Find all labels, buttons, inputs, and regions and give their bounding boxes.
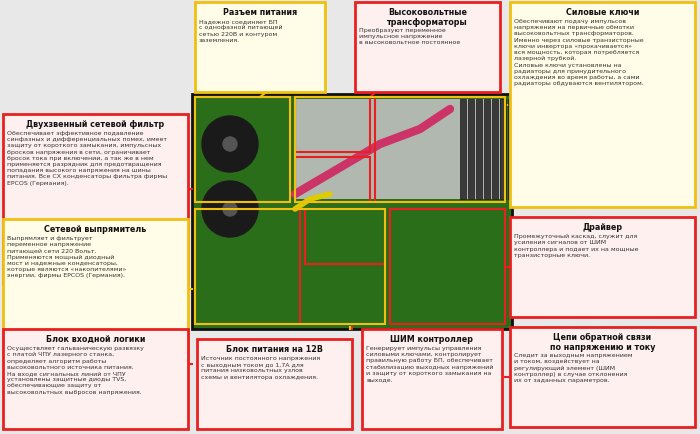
Circle shape <box>202 181 258 237</box>
Bar <box>195 3 325 93</box>
Bar <box>390 210 505 324</box>
Text: Генерирует импульсы управления
силовыми ключами, контролирует
правильную работу : Генерирует импульсы управления силовыми … <box>366 345 494 381</box>
Bar <box>192 95 512 329</box>
Text: Высоковольтные
трансформаторы: Высоковольтные трансформаторы <box>387 8 468 27</box>
Text: Преобразуют переменное
импульсное напряжение
в высоковольтное постоянное: Преобразуют переменное импульсное напряж… <box>359 28 461 45</box>
Bar <box>510 327 695 427</box>
Bar <box>476 100 482 200</box>
Bar <box>295 98 370 153</box>
Text: Следит за выходным напряжением
и током, воздействует на
регулирующий элемент (ШИ: Следит за выходным напряжением и током, … <box>514 352 633 382</box>
Text: Разъем питания: Разъем питания <box>223 8 297 17</box>
Bar <box>492 100 498 200</box>
Text: Обеспечивают подачу импульсов
напряжения на первичные обмотки
высоковольтных тра: Обеспечивают подачу импульсов напряжения… <box>514 19 644 86</box>
Bar <box>510 3 695 207</box>
Bar <box>508 100 514 200</box>
Text: Осуществляет гальваническую развязку
с платой ЧПУ лазерного станка,
определяет а: Осуществляет гальваническую развязку с п… <box>7 345 144 394</box>
Text: Сетевой выпрямитель: Сетевой выпрямитель <box>44 224 146 233</box>
Bar <box>197 339 352 429</box>
Text: Выпрямляет и фильтрует
переменное напряжение
питающей сети 220 Вольт.
Применяютс: Выпрямляет и фильтрует переменное напряж… <box>7 236 126 278</box>
Bar <box>375 98 505 203</box>
Bar <box>510 217 695 317</box>
Circle shape <box>202 117 258 173</box>
Text: Блок входной логики: Блок входной логики <box>46 334 145 343</box>
Bar <box>195 210 385 324</box>
Text: Обеспечивает эффективное подавление
синфазных и дифференциальных помех, имеет
за: Обеспечивает эффективное подавление синф… <box>7 131 167 185</box>
Text: Цепи обратной связи
по напряжению и току: Цепи обратной связи по напряжению и току <box>550 332 655 352</box>
Bar <box>516 100 522 200</box>
Circle shape <box>223 203 237 217</box>
Bar <box>460 100 466 200</box>
Bar <box>195 98 290 203</box>
Bar <box>468 100 474 200</box>
Text: Драйвер: Драйвер <box>582 223 622 231</box>
Bar <box>355 3 500 93</box>
Circle shape <box>223 138 237 151</box>
Bar <box>362 329 502 429</box>
Bar <box>295 98 505 203</box>
Bar <box>195 210 300 324</box>
Bar <box>500 100 506 200</box>
Bar <box>305 210 385 264</box>
Text: Промежуточный каскад, служит для
усиления сигналов от ШИМ
контроллера и подает и: Промежуточный каскад, служит для усилени… <box>514 233 638 257</box>
Bar <box>3 115 188 284</box>
Text: Источник постоянного напряжения
с выходным током до 1,7А для
питания низковольтн: Источник постоянного напряжения с выходн… <box>201 355 320 379</box>
Text: ШИМ контроллер: ШИМ контроллер <box>391 334 473 343</box>
Bar <box>3 220 188 359</box>
Bar <box>295 100 500 200</box>
Text: Надежно соединяет БП
с однофазной питающей
сетью 220В и контуром
заземления.: Надежно соединяет БП с однофазной питающ… <box>199 19 283 43</box>
Bar <box>295 158 370 203</box>
Text: Двухзвенный сетевой фильтр: Двухзвенный сетевой фильтр <box>27 120 164 129</box>
Bar <box>3 329 188 429</box>
Text: Блок питания на 12В: Блок питания на 12В <box>226 344 323 353</box>
Bar <box>484 100 490 200</box>
Bar <box>195 98 290 203</box>
Text: Силовые ключи: Силовые ключи <box>566 8 639 17</box>
